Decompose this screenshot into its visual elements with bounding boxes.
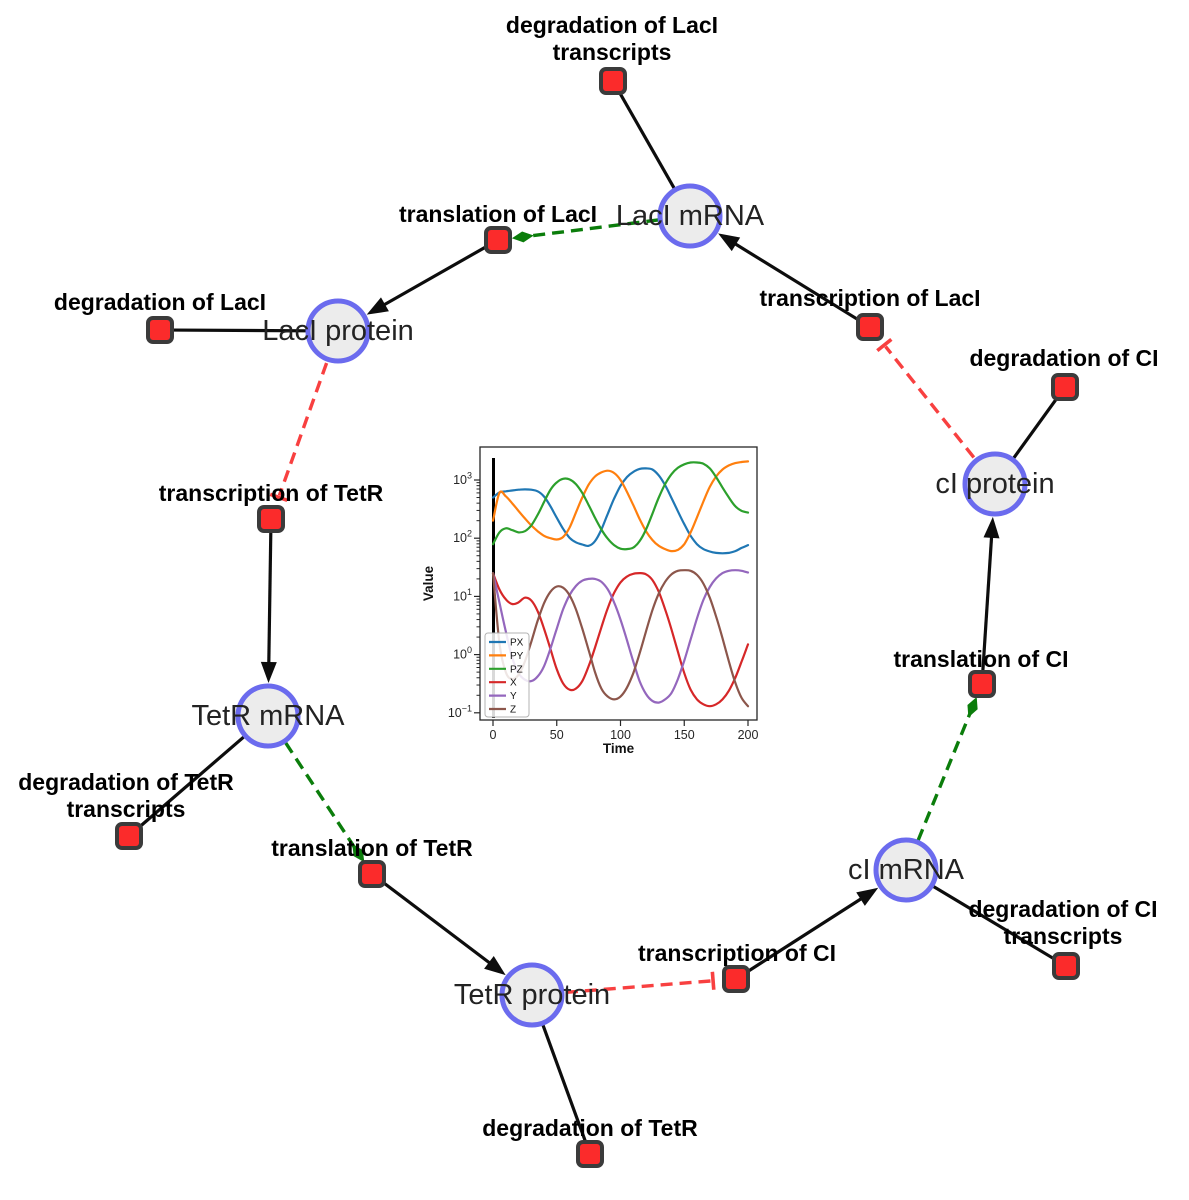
reaction-node-tln_tetr[interactable]	[358, 860, 386, 888]
series-line-PX	[491, 467, 750, 555]
reaction-node-tln_laci[interactable]	[484, 226, 512, 254]
edges-layer	[137, 91, 1059, 1143]
species-label-ci_mrna: cI mRNA	[848, 854, 965, 886]
species-label-tetr_mrna: TetR mRNA	[191, 700, 345, 732]
edge-consumption-tetr_mrna-to-deg_tetr_tx	[137, 735, 245, 829]
reaction-label-tln_ci: translation of CI	[893, 646, 1068, 672]
reaction-label-txn_ci: transcription of CI	[638, 940, 836, 966]
species-node-ci_mrna[interactable]	[873, 837, 939, 903]
edge-modifier-tetr_mrna-to-tln_tetr	[284, 741, 356, 849]
reaction-node-deg_ci_tx[interactable]	[1052, 952, 1080, 980]
reaction-node-deg_tetr[interactable]	[576, 1140, 604, 1168]
edge-production-tln_laci-to-laci_protein	[378, 245, 488, 310]
reaction-node-txn_ci[interactable]	[722, 965, 750, 993]
edge-inhibition-ci_protein-to-txn_laci-tee	[876, 337, 893, 353]
series-line-Z	[491, 569, 750, 708]
reaction-label-deg_laci: degradation of LacI	[54, 289, 266, 315]
nodes-layer	[115, 67, 1080, 1168]
species-node-tetr_mrna[interactable]	[235, 683, 301, 749]
edge-modifier-ci_mrna-to-tln_ci-diamond	[967, 696, 978, 718]
edge-inhibition-laci_protein-to-txn_tetr	[277, 362, 329, 497]
legend-item-X: X	[510, 678, 517, 689]
species-node-ci_protein[interactable]	[962, 451, 1028, 517]
y-tick-label: 101	[453, 587, 472, 604]
edge-production-txn_laci-to-laci_mrna-arrowhead	[718, 233, 741, 252]
reaction-label-deg_ci_tx: degradation of CI transcripts	[968, 896, 1157, 949]
edge-consumption-ci_mrna-to-deg_ci_tx	[932, 885, 1056, 961]
legend-item-PZ: PZ	[510, 664, 523, 675]
edge-production-tln_tetr-to-tetr_protein-arrowhead	[484, 956, 506, 976]
species-node-laci_protein[interactable]	[305, 298, 371, 364]
edge-inhibition-laci_protein-to-txn_tetr-tee	[269, 492, 288, 503]
edge-production-tln_ci-to-ci_protein	[981, 530, 994, 672]
species-label-tetr_protein: TetR protein	[454, 979, 610, 1011]
y-axis-title: Value	[421, 565, 436, 601]
edge-production-txn_tetr-to-tetr_mrna	[267, 531, 273, 670]
species-label-laci_protein: LacI protein	[262, 315, 414, 347]
edge-modifier-laci_mrna-to-tln_laci-diamond	[511, 231, 534, 243]
edge-production-tln_laci-to-laci_protein-arrowhead	[366, 297, 389, 315]
species-label-laci_mrna: LacI mRNA	[616, 200, 765, 232]
edge-production-tln_ci-to-ci_protein-arrowhead	[983, 516, 1000, 539]
y-tick-label: 102	[453, 529, 472, 546]
reaction-node-deg_laci_tx[interactable]	[599, 67, 627, 95]
reaction-label-deg_laci_tx: degradation of LacI transcripts	[506, 12, 718, 65]
edge-inhibition-tetr_protein-to-txn_ci-tee	[710, 971, 716, 990]
edge-production-txn_tetr-to-tetr_mrna-arrowhead	[260, 661, 277, 684]
y-tick-label: 10−1	[448, 703, 472, 720]
chart-spines	[479, 446, 758, 721]
legend-item-PY: PY	[510, 651, 524, 662]
legend-item-Z: Z	[510, 705, 516, 716]
reaction-node-deg_ci[interactable]	[1051, 373, 1079, 401]
species-label-ci_protein: cI protein	[935, 468, 1054, 500]
legend-item-Y: Y	[510, 691, 517, 702]
series-line-Y	[491, 569, 750, 704]
series-line-PZ	[491, 461, 750, 551]
reaction-node-txn_laci[interactable]	[856, 313, 884, 341]
species-node-tetr_protein[interactable]	[499, 962, 565, 1028]
edge-production-txn_ci-to-ci_mrna	[746, 894, 868, 974]
x-tick-label: 100	[610, 728, 631, 742]
reaction-label-deg_tetr: degradation of TetR	[482, 1115, 698, 1141]
edge-consumption-ci_protein-to-deg_ci	[1012, 396, 1059, 459]
labels-layer: LacI mRNA LacI protein TetR mRNA TetR prote…	[18, 12, 1158, 1141]
edge-consumption-laci_protein-to-deg_laci	[172, 328, 307, 333]
edge-consumption-tetr_protein-to-deg_tetr	[541, 1024, 588, 1143]
reaction-label-txn_tetr: transcription of TetR	[159, 480, 384, 506]
edge-production-txn_laci-to-laci_mrna	[729, 239, 860, 322]
reaction-node-deg_laci[interactable]	[146, 316, 174, 344]
reaction-label-deg_ci: degradation of CI	[969, 345, 1158, 371]
series-line-PY	[491, 460, 750, 553]
edge-modifier-tetr_mrna-to-tln_tetr-diamond	[352, 843, 365, 863]
x-tick-label: 150	[674, 728, 695, 742]
x-tick-label: 200	[738, 728, 759, 742]
reaction-label-deg_tetr_tx: degradation of TetR transcripts	[18, 769, 234, 822]
edge-production-txn_ci-to-ci_mrna-arrowhead	[856, 887, 879, 906]
edge-consumption-laci_mrna-to-deg_laci_tx	[618, 91, 676, 189]
reaction-label-tln_laci: translation of LacI	[399, 201, 597, 227]
x-tick-label: 50	[550, 728, 564, 742]
reaction-node-txn_tetr[interactable]	[257, 505, 285, 533]
reaction-node-deg_tetr_tx[interactable]	[115, 822, 143, 850]
x-tick-label: 0	[490, 728, 497, 742]
edge-inhibition-tetr_protein-to-txn_ci	[565, 979, 712, 995]
edge-modifier-laci_mrna-to-tln_laci	[529, 218, 659, 238]
edge-modifier-ci_mrna-to-tln_ci	[916, 712, 972, 842]
chart-legend: PX PY PZ XYZ	[484, 632, 530, 718]
edge-production-tln_tetr-to-tetr_protein	[381, 880, 496, 968]
species-node-laci_mrna[interactable]	[657, 183, 723, 249]
x-axis-title: Time	[603, 741, 635, 756]
series-line-X	[491, 571, 750, 708]
reaction-label-txn_laci: transcription of LacI	[759, 285, 980, 311]
edge-inhibition-ci_protein-to-txn_laci	[884, 345, 976, 459]
y-tick-label: 103	[453, 471, 472, 488]
reaction-node-tln_ci[interactable]	[968, 670, 996, 698]
y-tick-label: 100	[453, 645, 472, 662]
legend-item-PX: PX	[510, 638, 524, 649]
reaction-label-tln_tetr: translation of TetR	[271, 835, 473, 861]
